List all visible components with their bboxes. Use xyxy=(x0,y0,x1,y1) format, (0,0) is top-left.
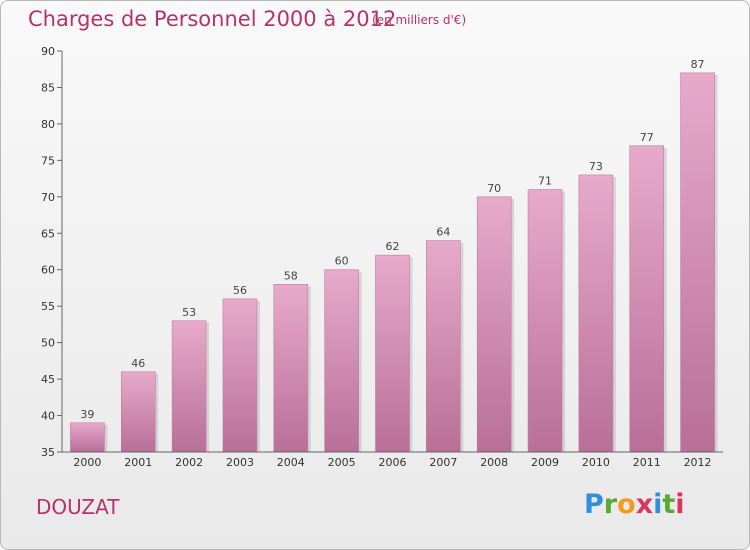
bars: 39 46 53 56 58 60 62 64 70 71 73 77 87 xyxy=(70,58,718,453)
y-tick-label-65: 65 xyxy=(41,227,55,240)
x-tick-label-2002: 2002 xyxy=(175,456,203,469)
value-label-2012: 87 xyxy=(691,58,705,71)
logo-letter: i xyxy=(653,489,663,520)
y-tick-label-45: 45 xyxy=(41,373,55,386)
bar-2008 xyxy=(476,196,512,453)
chart-subtitle: (en milliers d'€) xyxy=(372,13,467,27)
bar-2004 xyxy=(273,284,309,453)
x-tick-label-2005: 2005 xyxy=(328,456,356,469)
value-label-2008: 70 xyxy=(487,182,501,195)
commune-name: DOUZAT xyxy=(36,495,120,519)
value-label-2011: 77 xyxy=(640,131,654,144)
value-label-2002: 53 xyxy=(182,306,196,319)
value-label-2010: 73 xyxy=(589,160,603,173)
y-tick-label-50: 50 xyxy=(41,337,55,350)
logo-letter: i xyxy=(675,489,685,520)
chart-title: Charges de Personnel 2000 à 2012 xyxy=(28,7,397,31)
y-tick-label-35: 35 xyxy=(41,446,55,459)
x-tick-label-2004: 2004 xyxy=(277,456,305,469)
x-tick-label-2007: 2007 xyxy=(429,456,457,469)
bar-2005 xyxy=(324,269,359,453)
value-label-2001: 46 xyxy=(131,357,145,370)
bar-2007 xyxy=(426,240,461,453)
value-label-2009: 71 xyxy=(538,175,552,188)
logo-letter: o xyxy=(617,489,636,520)
y-tick-label-75: 75 xyxy=(41,154,55,167)
value-label-2007: 64 xyxy=(436,226,450,239)
value-label-2000: 39 xyxy=(80,408,94,421)
y-tick-label-70: 70 xyxy=(41,191,55,204)
bar-2003 xyxy=(222,298,258,453)
logo-letter: r xyxy=(603,489,618,520)
bar-2006 xyxy=(375,254,410,453)
y-tick-label-90: 90 xyxy=(41,45,55,58)
x-tick-label-2009: 2009 xyxy=(531,456,559,469)
x-tick-label-2006: 2006 xyxy=(379,456,407,469)
value-label-2005: 60 xyxy=(335,255,349,268)
bar-2011 xyxy=(629,145,665,453)
bar-2010 xyxy=(578,174,614,453)
y-tick-label-55: 55 xyxy=(41,300,55,313)
bar-2000 xyxy=(70,422,105,453)
value-label-2006: 62 xyxy=(386,240,400,253)
proxiti-logo: Proxiti xyxy=(584,489,685,520)
x-tick-label-2001: 2001 xyxy=(124,456,152,469)
y-tick-label-85: 85 xyxy=(41,81,55,94)
logo-letter: t xyxy=(662,489,676,520)
logo-letter: x xyxy=(635,489,654,520)
logo-letter: P xyxy=(584,489,604,520)
x-tick-label-2003: 2003 xyxy=(226,456,254,469)
x-tick-label-2008: 2008 xyxy=(480,456,508,469)
x-tick-label-2000: 2000 xyxy=(73,456,101,469)
bar-2009 xyxy=(527,189,563,453)
y-tick-label-60: 60 xyxy=(41,264,55,277)
bar-2002 xyxy=(171,320,207,453)
x-tick-label-2012: 2012 xyxy=(684,456,712,469)
y-tick-label-80: 80 xyxy=(41,118,55,131)
bar-2012 xyxy=(680,72,715,453)
value-label-2003: 56 xyxy=(233,284,247,297)
x-tick-label-2011: 2011 xyxy=(633,456,661,469)
y-tick-label-40: 40 xyxy=(41,410,55,423)
x-tick-label-2010: 2010 xyxy=(582,456,610,469)
axes: 2000 2001 2002 2003 2004 2005 2006 2007 2008 2009… xyxy=(41,45,723,469)
value-label-2004: 58 xyxy=(284,269,298,282)
bar-2001 xyxy=(120,371,156,453)
